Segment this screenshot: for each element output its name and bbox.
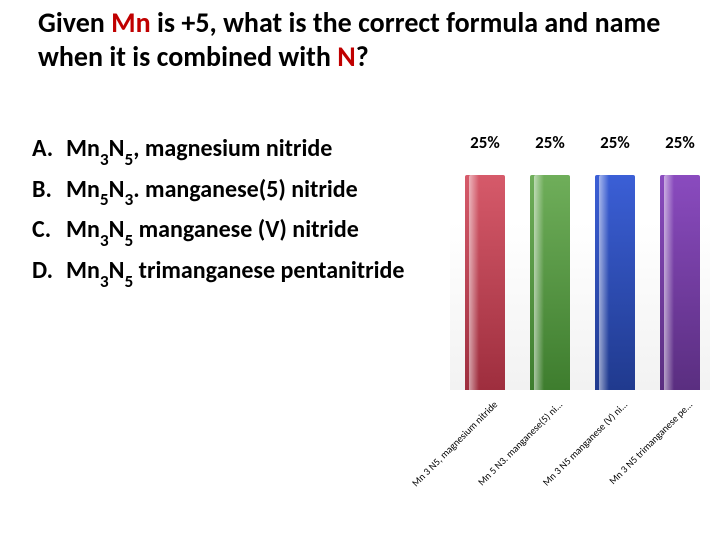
chart-bar-c (595, 175, 635, 390)
answer-formula-pre: Mn (66, 175, 100, 204)
answer-formula-mid: N (109, 215, 125, 244)
question-n: N (337, 39, 355, 74)
answer-c: C.Mn3N5 manganese (V) nitride (32, 211, 462, 252)
answer-formula-mid: N (109, 175, 125, 204)
answer-tail: trimanganese pentanitride (133, 256, 404, 285)
answer-letter: C. (32, 211, 66, 248)
question-prefix: Given (38, 5, 111, 40)
answer-d: D.Mn3N5 trimanganese pentanitride (32, 252, 462, 293)
answer-tail: . manganese(5) nitride (133, 175, 358, 204)
answer-list: A.Mn3N5, magnesium nitride B.Mn5N3. mang… (32, 130, 462, 292)
chart-bar-b (530, 175, 570, 390)
answer-formula-mid: N (109, 256, 125, 285)
answer-formula-pre: Mn (66, 256, 100, 285)
chart-pct-d: 25% (650, 132, 710, 153)
answer-sub2: 5 (124, 271, 133, 292)
chart-bar-d (660, 175, 700, 390)
question-mn: Mn (111, 5, 151, 40)
chart-category-d: Mn 3 N5 trimanganese pe... (573, 398, 695, 520)
chart-category-c: Mn 3 N5 manganese (V) ni... (508, 398, 630, 520)
question-text: Given Mn is +5, what is the correct form… (38, 6, 698, 74)
answer-tail: , magnesium nitride (133, 134, 332, 163)
slide: Given Mn is +5, what is the correct form… (0, 0, 720, 540)
chart-bar-a (465, 175, 505, 390)
answer-letter: B. (32, 171, 66, 208)
answer-sub2: 5 (124, 149, 133, 170)
answer-sub1: 3 (100, 230, 109, 251)
response-chart: 25% 25% 25% 25% Mn 3 N5, magnesium nitri… (450, 150, 710, 410)
answer-formula-pre: Mn (66, 215, 100, 244)
answer-tail: manganese (V) nitride (133, 215, 359, 244)
answer-letter: D. (32, 252, 66, 289)
question-suffix: ? (356, 39, 369, 74)
answer-formula-pre: Mn (66, 134, 100, 163)
chart-pct-a: 25% (455, 132, 515, 153)
answer-sub2: 3 (124, 189, 133, 210)
answer-sub1: 5 (100, 189, 109, 210)
chart-category-b: Mn 5 N3. manganese(5) ni... (443, 398, 565, 520)
answer-a: A.Mn3N5, magnesium nitride (32, 130, 462, 171)
answer-sub2: 5 (124, 230, 133, 251)
chart-plot-area (450, 150, 710, 390)
chart-category-a: Mn 3 N5, magnesium nitride (378, 398, 500, 520)
answer-letter: A. (32, 130, 66, 167)
answer-sub1: 3 (100, 149, 109, 170)
answer-sub1: 3 (100, 271, 109, 292)
answer-b: B.Mn5N3. manganese(5) nitride (32, 171, 462, 212)
chart-pct-c: 25% (585, 132, 645, 153)
chart-pct-b: 25% (520, 132, 580, 153)
answer-formula-mid: N (109, 134, 125, 163)
